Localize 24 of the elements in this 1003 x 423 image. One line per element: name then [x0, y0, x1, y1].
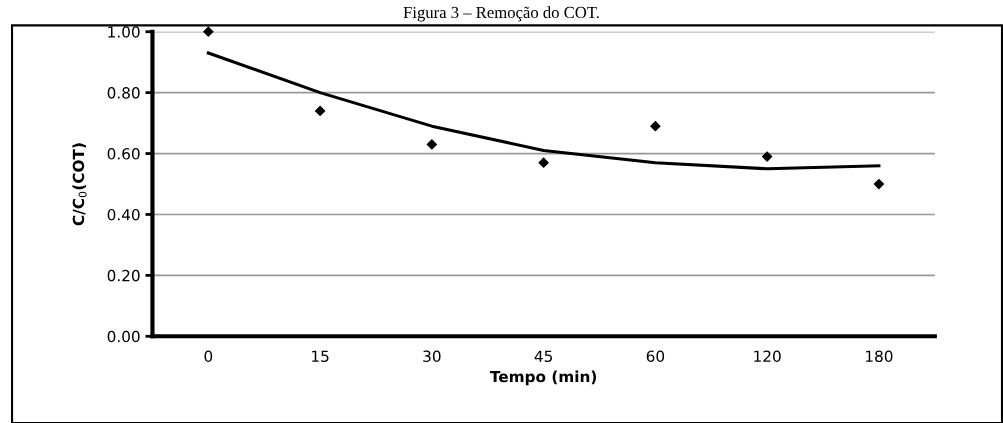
point	[650, 120, 661, 132]
line-series	[206, 51, 881, 171]
y-tick-label: 0.00	[107, 330, 140, 343]
point	[426, 139, 438, 150]
x-tick-label: 0	[204, 350, 213, 362]
point	[538, 157, 550, 169]
x-axis-title: Tempo (min)	[489, 370, 597, 386]
y-tick-label: 0.20	[107, 269, 140, 282]
y-tick-label: 0.60	[107, 148, 140, 160]
y-axis-title: C/C$_{0}$(COT)	[72, 143, 87, 226]
point	[873, 178, 885, 190]
chart-title: Figura 3 – Remoção do COT.	[403, 6, 599, 22]
y-tick-label: 0.80	[107, 87, 140, 99]
point	[202, 26, 214, 38]
y-tick-label: 0.40	[107, 208, 140, 221]
x-tick-label: 45	[534, 350, 553, 362]
x-tick-label: 15	[312, 350, 329, 362]
x-tick-label: 120	[754, 350, 781, 362]
point	[761, 151, 773, 162]
x-tick-label: 30	[423, 350, 441, 362]
x-tick-label: 180	[866, 350, 893, 362]
y-tick-label: 1.00	[108, 26, 140, 38]
x-tick-label: 60	[646, 350, 665, 362]
point	[314, 105, 326, 117]
